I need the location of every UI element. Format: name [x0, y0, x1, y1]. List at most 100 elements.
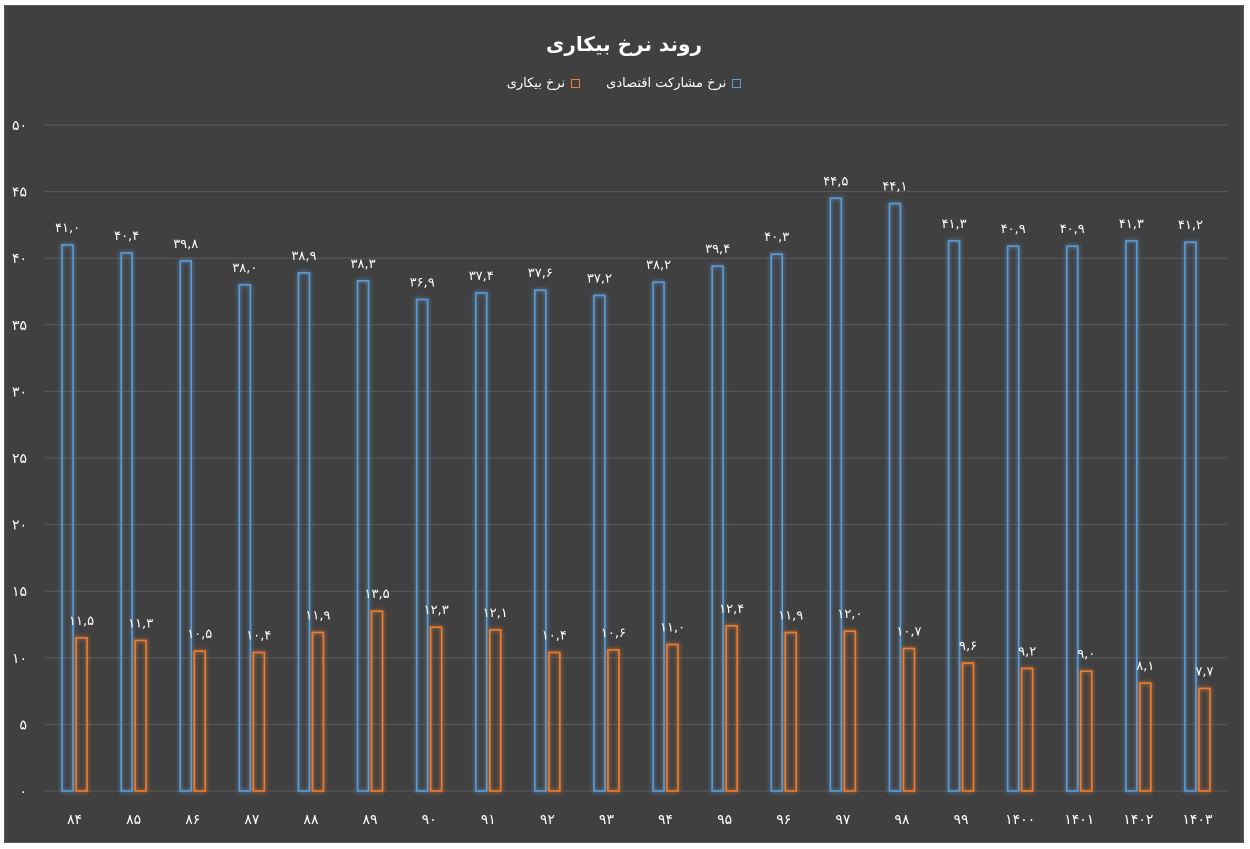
bar-participation [652, 281, 665, 792]
bar-unemployment [429, 626, 443, 792]
bar-participation [297, 272, 311, 792]
data-label-participation: ۳۷,۲ [587, 271, 612, 286]
bars [61, 197, 1211, 792]
bar-unemployment [370, 610, 384, 792]
y-tick-label: ۰ [19, 784, 27, 800]
legend-item-participation: نرخ مشارکت اقتصادی [606, 76, 742, 91]
bar-participation [179, 260, 193, 792]
x-tick-label: ۹۲ [540, 812, 555, 828]
x-tick-label: ۸۵ [126, 812, 141, 828]
x-tick-label: ۸۷ [244, 812, 260, 828]
x-axis-ticks: ۸۴ ۸۵ ۸۶ ۸۷ ۸۸ ۸۹ ۹۰ ۹۱ ۹۲ ۹۳ ۹۴ ۹۵ ۹۶ ۹۷ ۹۸ ۹۹ ۱۴۰۰ ۱۴۰۱… [67, 812, 1213, 828]
bar-participation [534, 289, 547, 792]
gridlines [45, 124, 1227, 792]
data-label-participation: ۳۷,۶ [528, 266, 553, 281]
data-label-participation: ۳۶,۹ [410, 275, 435, 290]
data-label-unemployment: ۱۰,۷ [896, 624, 921, 639]
x-tick-label: ۹۱ [481, 812, 496, 828]
data-label-unemployment: ۱۲,۴ [719, 602, 744, 617]
data-label-participation: ۴۱,۳ [942, 217, 967, 232]
bar-participation [1006, 245, 1020, 792]
bar-unemployment [1139, 682, 1152, 792]
x-tick-label: ۱۴۰۱ [1064, 812, 1094, 828]
y-tick-label: ۵۰ [12, 118, 27, 134]
legend: نرخ مشارکت اقتصادی نرخ بیکاری [5, 76, 1243, 91]
data-label-participation: ۴۱,۳ [1119, 217, 1144, 232]
bar-unemployment [311, 631, 325, 792]
x-tick-label: ۸۴ [67, 812, 82, 828]
data-label-participation: ۳۹,۸ [173, 237, 198, 252]
chart-frame: روند نرخ بیکاری نرخ مشارکت اقتصادی نرخ ب… [4, 5, 1244, 843]
bar-participation [1125, 240, 1138, 792]
bar-unemployment [784, 631, 798, 792]
x-tick-label: ۸۶ [185, 812, 200, 828]
data-label-participation: ۳۸,۳ [351, 257, 376, 272]
data-label-unemployment: ۱۱,۳ [128, 616, 153, 631]
bar-unemployment [193, 650, 207, 792]
x-tick-label: ۹۹ [954, 812, 969, 828]
bar-unemployment [843, 630, 857, 792]
y-tick-label: ۴۰ [12, 251, 27, 267]
x-tick-label: ۹۳ [599, 812, 615, 828]
bar-participation [829, 197, 843, 792]
legend-item-unemployment: نرخ بیکاری [506, 76, 581, 91]
bar-participation [238, 284, 252, 792]
data-label-participation: ۳۸,۰ [232, 261, 257, 276]
x-tick-label: ۹۴ [658, 812, 673, 828]
data-label-unemployment: ۸,۱ [1136, 659, 1154, 674]
data-label-participation: ۴۱,۲ [1178, 218, 1203, 233]
data-label-unemployment: ۷,۷ [1195, 664, 1213, 679]
data-label-unemployment: ۱۱,۹ [778, 608, 803, 623]
bar-unemployment [134, 639, 147, 792]
bar-unemployment [607, 649, 620, 792]
data-label-unemployment: ۱۰,۵ [187, 627, 212, 642]
data-label-unemployment: ۱۱,۵ [69, 614, 94, 629]
bar-participation [61, 244, 74, 792]
data-label-participation: ۴۰,۹ [1060, 222, 1085, 237]
data-label-unemployment: ۱۲,۱ [483, 606, 508, 621]
y-tick-label: ۱۵ [12, 584, 27, 600]
data-label-participation: ۴۴,۱ [882, 180, 907, 195]
bar-unemployment [961, 662, 975, 792]
bar-participation [120, 252, 133, 792]
y-tick-label: ۲۰ [12, 518, 27, 534]
bar-participation [947, 240, 961, 792]
bar-participation [356, 280, 370, 792]
x-tick-label: ۹۰ [422, 812, 437, 828]
bar-unemployment [1198, 687, 1211, 792]
bar-participation [888, 202, 902, 792]
data-label-unemployment: ۹,۲ [1018, 644, 1036, 659]
data-label-participation: ۳۷,۴ [469, 269, 494, 284]
bar-participation [711, 265, 724, 792]
x-tick-label: ۱۴۰۳ [1182, 812, 1213, 828]
bar-unemployment [902, 647, 916, 792]
data-label-unemployment: ۹,۶ [959, 639, 977, 654]
data-label-unemployment: ۱۲,۳ [424, 603, 449, 618]
x-tick-label: ۸۸ [303, 812, 319, 828]
y-tick-label: ۳۰ [12, 384, 27, 400]
x-tick-label: ۱۴۰۰ [1005, 812, 1035, 828]
data-label-unemployment: ۱۰,۴ [542, 628, 567, 643]
bar-participation [1184, 241, 1197, 792]
y-axis-ticks: ۰ ۵ ۱۰ ۱۵ ۲۰ ۲۵ ۳۰ ۳۵ ۴۰ ۴۵ ۵۰ [12, 118, 27, 800]
bar-unemployment [666, 643, 679, 792]
x-tick-label: ۹۷ [835, 812, 851, 828]
bar-participation [1065, 245, 1079, 792]
bar-participation [593, 294, 606, 792]
data-label-participation: ۴۴,۵ [823, 174, 848, 189]
x-tick-label: ۹۸ [894, 812, 910, 828]
data-label-participation: ۳۸,۹ [291, 249, 316, 264]
x-tick-label: ۸۹ [363, 812, 378, 828]
x-tick-label: ۱۴۰۲ [1123, 812, 1153, 828]
bar-unemployment [75, 637, 88, 792]
legend-label-unemployment: نرخ بیکاری [506, 76, 566, 91]
bar-unemployment [488, 629, 502, 792]
data-label-participation: ۴۱,۰ [55, 221, 80, 236]
data-label-unemployment: ۱۱,۰ [660, 620, 685, 635]
data-label-unemployment: ۱۰,۶ [601, 626, 626, 641]
plot-area: ۰ ۵ ۱۰ ۱۵ ۲۰ ۲۵ ۳۰ ۳۵ ۴۰ ۴۵ ۵۰ ۴۱,۰ ۱۱,۵ ۴۰,۴ ۱۱,۳ ۳۹,… [12, 118, 1227, 828]
bar-unemployment [548, 651, 561, 792]
data-label-participation: ۳۹,۴ [705, 242, 730, 257]
x-tick-label: ۹۶ [776, 812, 791, 828]
bar-unemployment [1020, 667, 1034, 792]
